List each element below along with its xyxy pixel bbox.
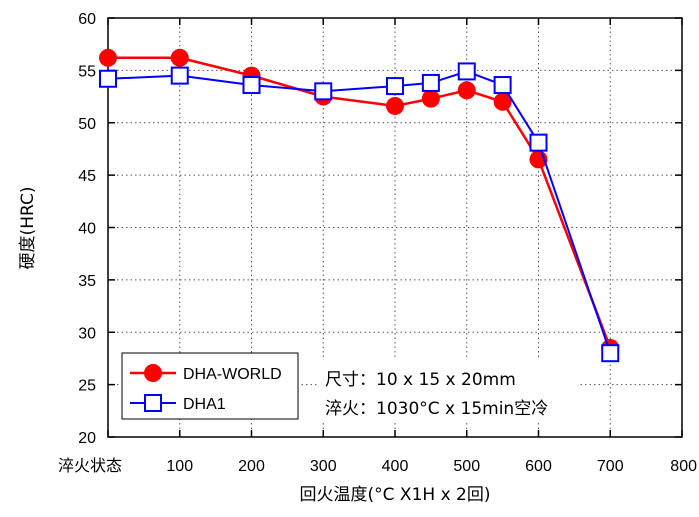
data-point-dha1 [529, 133, 548, 152]
data-point-dha1 [314, 82, 333, 101]
x-tick-label: 600 [525, 458, 552, 475]
y-tick-label: 55 [78, 63, 96, 80]
x-tick-label: 700 [597, 458, 624, 475]
data-point-dha-world [421, 89, 440, 108]
data-point-dha1 [242, 76, 261, 95]
data-point-dha-world [99, 48, 117, 67]
legend-marker-dha-world [144, 364, 162, 382]
legend-label-dha-world: DHA-WORLD [183, 366, 282, 383]
tick-marks [107, 17, 683, 438]
data-point-dha1 [493, 76, 512, 95]
x-tick-label: 300 [310, 458, 337, 475]
y-tick-label: 50 [78, 116, 96, 133]
x-tick-label: 100 [166, 458, 193, 475]
data-point-dha-world [170, 48, 189, 67]
data-point-dha1 [170, 66, 189, 85]
x-tick-labels: 淬火状态 100 200 300 400 500 600 700 800 [58, 457, 697, 475]
y-axis-title: 硬度(HRC) [18, 187, 38, 270]
data-point-dha1 [601, 344, 620, 363]
legend-marker-dha1 [144, 394, 162, 412]
data-point-dha1 [99, 69, 117, 88]
x-tick-label: 200 [238, 458, 265, 475]
data-point-dha1 [421, 73, 440, 92]
y-tick-label: 40 [78, 221, 96, 238]
x-tick-label: 800 [670, 458, 697, 475]
y-tick-label: 30 [78, 325, 96, 342]
data-point-dha-world [493, 92, 512, 111]
series-line-dha-world [108, 56, 612, 349]
x-tick-label: 500 [453, 458, 480, 475]
legend-label-dha1: DHA1 [183, 396, 226, 413]
data-point-dha1 [457, 62, 476, 81]
data-point-dha1 [386, 77, 404, 96]
legend: DHA-WORLD DHA1 [121, 352, 299, 420]
annotation-box: 尺寸：10 x 15 x 20mm 淬火：1030°C x 15min空冷 [318, 360, 580, 422]
quench-annotation: 淬火：1030°C x 15min空冷 [325, 399, 548, 419]
x-tick-label: 400 [382, 458, 409, 475]
x-axis-title: 回火温度(°C X1H x 2回) [300, 485, 491, 505]
y-tick-label: 25 [78, 378, 96, 395]
y-tick-labels: 20 25 30 35 40 45 50 55 60 [78, 11, 96, 447]
data-point-dha-world [386, 96, 404, 115]
series-layer [99, 48, 620, 363]
y-tick-label: 20 [78, 430, 96, 447]
data-point-dha-world [457, 81, 476, 100]
x-tick-label: 淬火状态 [58, 457, 122, 475]
y-tick-label: 60 [78, 11, 96, 28]
size-annotation: 尺寸：10 x 15 x 20mm [325, 370, 516, 390]
y-tick-label: 45 [78, 168, 96, 185]
y-tick-label: 35 [78, 273, 96, 290]
annotation-background [318, 360, 580, 422]
series-line-dha1 [107, 70, 612, 354]
